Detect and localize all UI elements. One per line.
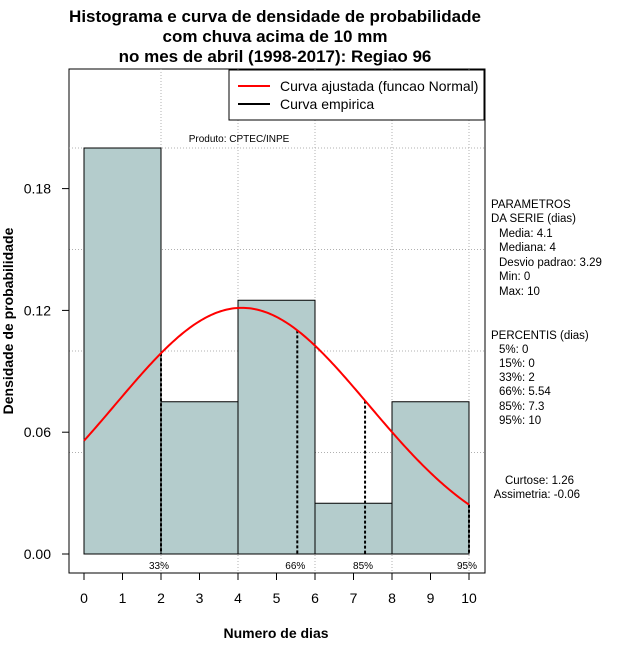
x-tick-label: 7 (350, 590, 358, 606)
x-tick-label: 6 (311, 590, 319, 606)
percentis-line: 95%: 10 (499, 415, 541, 427)
y-axis-title: Densidade de probabilidade (0, 227, 16, 414)
credit-text: Produto: CPTEC/INPE (189, 134, 290, 145)
percentis-heading: PERCENTIS (dias) (491, 330, 589, 342)
y-tick-label: 0.06 (24, 424, 51, 440)
percentis-panel: PERCENTIS (dias) 5%: 0 15%: 0 33%: 2 66%… (491, 330, 589, 427)
chart-title-line-1: Histograma e curva de densidade de proba… (69, 7, 481, 26)
histogram-bar (160, 401, 239, 555)
y-tick-label: 0.00 (24, 546, 51, 562)
histogram-bar (314, 502, 393, 555)
histogram-bar (391, 401, 470, 555)
chart-title-line-3: no mes de abril (1998-2017): Regiao 96 (119, 47, 432, 66)
parametros-heading-1: PARAMETROS (491, 199, 571, 211)
x-tick-label: 4 (234, 590, 242, 606)
x-tick-label: 2 (157, 590, 165, 606)
percentis-line: 66%: 5.54 (499, 386, 551, 398)
x-tick-label: 0 (80, 590, 88, 606)
chart-title-line-2: com chuva acima de 10 mm (163, 27, 388, 46)
parametros-line: Max: 10 (499, 286, 540, 298)
percentis-line: 33%: 2 (499, 372, 535, 384)
percentile-label: 33% (149, 561, 169, 572)
x-tick-label: 8 (388, 590, 396, 606)
percentile-label: 85% (353, 561, 373, 572)
normal-curve (83, 306, 470, 506)
parametros-heading-2: DA SERIE (dias) (491, 213, 576, 225)
parametros-line: Mediana: 4 (499, 242, 557, 254)
parametros-line: Desvio padrao: 3.29 (499, 257, 602, 269)
axis-layer: 0 1 2 3 4 5 6 7 8 9 10 0.00 0.06 0.12 0.18 (24, 181, 477, 606)
percentile-label: 95% (457, 561, 477, 572)
x-tick-label: 9 (427, 590, 435, 606)
kurtosis-text: Curtose: 1.26 (505, 475, 574, 487)
skewness-text: Assimetria: -0.06 (494, 489, 580, 501)
percentile-layer: 33% 66% 85% 95% (149, 330, 477, 572)
legend-box (228, 69, 485, 121)
legend: Curva ajustada (funcao Normal) Curva emp… (228, 69, 485, 121)
parametros-line: Media: 4.1 (499, 228, 553, 240)
percentile-label: 66% (285, 561, 305, 572)
bars-layer (83, 147, 470, 555)
x-tick-label: 5 (273, 590, 281, 606)
x-tick-label: 10 (461, 590, 477, 606)
x-axis-title: Numero de dias (223, 625, 328, 641)
percentis-line: 15%: 0 (499, 358, 535, 370)
percentis-line: 85%: 7.3 (499, 401, 544, 413)
stats-panel: Curtose: 1.26 Assimetria: -0.06 (494, 475, 580, 501)
parametros-panel: PARAMETROS DA SERIE (dias) Media: 4.1 Me… (491, 199, 602, 298)
legend-label-empirical: Curva empirica (280, 96, 374, 112)
curve-layer (83, 306, 470, 506)
y-tick-label: 0.18 (24, 181, 51, 197)
parametros-line: Min: 0 (499, 271, 530, 283)
y-tick-label: 0.12 (24, 302, 51, 318)
percentis-line: 5%: 0 (499, 344, 528, 356)
legend-label-normal: Curva ajustada (funcao Normal) (280, 78, 478, 94)
x-tick-label: 3 (196, 590, 204, 606)
histogram-bar (237, 299, 316, 555)
x-tick-label: 1 (119, 590, 127, 606)
histogram-bar (83, 147, 162, 555)
